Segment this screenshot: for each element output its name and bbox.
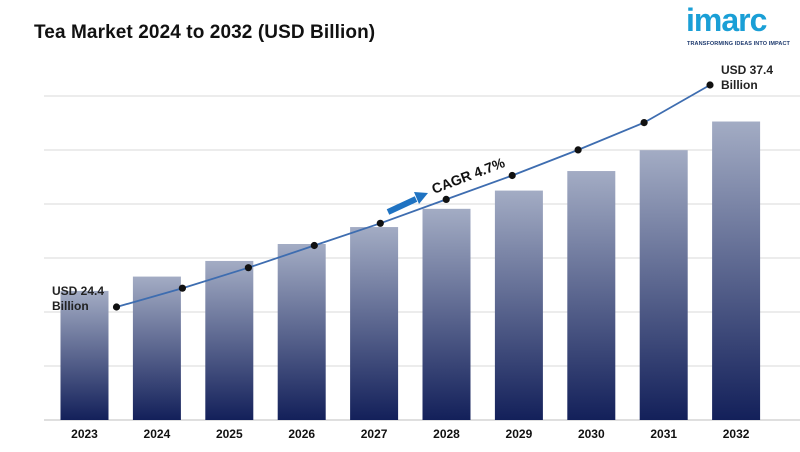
chart-title: Tea Market 2024 to 2032 (USD Billion) [34,22,376,43]
x-tick-label-2026: 2026 [288,427,315,441]
trend-point-2026 [310,241,318,250]
bar-2025 [205,260,254,420]
trend-point-2023 [112,303,121,311]
trend-line [116,84,711,308]
cagr-label: CAGR 4.7% [429,154,507,197]
x-tick-label-2031: 2031 [650,427,677,441]
start-value-unit: Billion [52,299,89,313]
x-tick-label-2024: 2024 [144,427,171,441]
bar-2032 [712,121,761,421]
bar-2028 [422,208,471,420]
bar-2029 [494,190,543,420]
trend-line-group [112,81,714,311]
x-tick-label-2028: 2028 [433,427,460,441]
bar-2027 [350,227,399,420]
cagr-arrow-icon [386,196,418,215]
trend-point-2030 [574,146,582,154]
bar-2024 [132,276,181,420]
bar-2026 [277,244,326,420]
trend-point-2025 [244,264,252,272]
bar-2023 [60,290,109,420]
logo-tagline: TRANSFORMING IDEAS INTO IMPACT [687,41,791,47]
end-value-text: USD 37.4 [721,63,774,77]
bars [60,121,761,421]
end-value-unit: Billion [721,78,758,92]
x-axis-labels: 2023 2024 2025 2026 2027 2028 2029 2030 2031 2032 [71,427,750,441]
trend-point-2024 [178,284,186,292]
trend-point-2029 [508,171,516,180]
bar-2031 [639,150,688,420]
x-tick-label-2030: 2030 [578,427,605,441]
trend-point-2027 [376,219,384,227]
start-value-text: USD 24.4 [52,284,105,298]
cagr-arrow-head-icon [414,192,428,204]
bar-2030 [567,171,616,420]
start-value-annotation: USD 24.4 Billion [52,284,104,314]
trend-point-2031 [640,119,648,127]
x-tick-label-2032: 2032 [723,427,750,441]
end-value-annotation: USD 37.4 Billion [721,63,773,93]
logo-wordmark: imarc [686,2,767,38]
x-tick-label-2027: 2027 [361,427,388,441]
x-tick-label-2029: 2029 [506,427,533,441]
imarc-logo: imarc TRANSFORMING IDEAS INTO IMPACT [686,2,790,48]
trend-point-2028 [442,195,450,203]
x-tick-label-2023: 2023 [71,427,98,441]
trend-point-2032 [706,81,714,89]
x-tick-label-2025: 2025 [216,427,243,441]
